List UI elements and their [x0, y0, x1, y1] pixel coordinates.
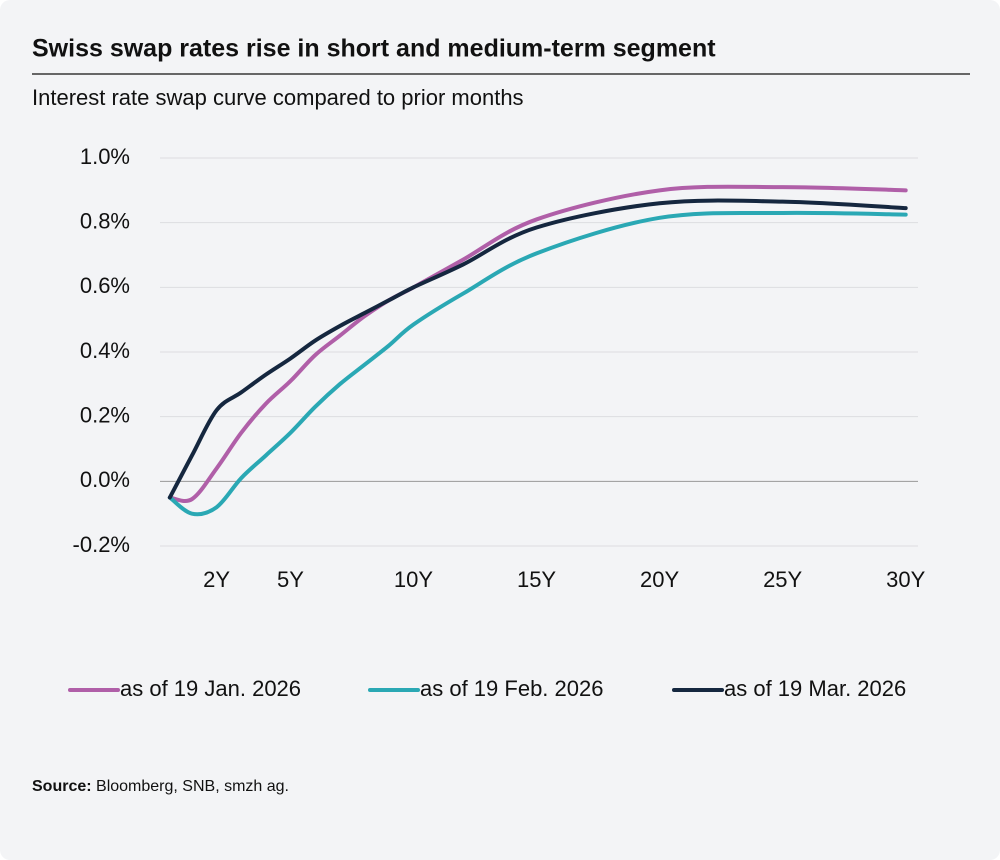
source-label: Source: — [32, 778, 92, 795]
y-tick-label: 0.6% — [80, 273, 130, 298]
x-tick-label: 2Y — [203, 567, 230, 592]
chart-title: Swiss swap rates rise in short and mediu… — [32, 35, 716, 63]
source-text: Bloomberg, SNB, smzh ag. — [96, 778, 289, 795]
legend-item: as of 19 Mar. 2026 — [672, 676, 906, 701]
x-tick-label: 10Y — [394, 567, 433, 592]
source: Source: Bloomberg, SNB, smzh ag. — [32, 778, 289, 795]
legend-item: as of 19 Feb. 2026 — [368, 676, 603, 701]
legend-label: as of 19 Mar. 2026 — [724, 676, 906, 701]
y-tick-label: 0.4% — [80, 338, 130, 363]
legend-label: as of 19 Feb. 2026 — [420, 676, 603, 701]
y-tick-label: 0.8% — [80, 208, 130, 233]
legend-item: as of 19 Jan. 2026 — [68, 676, 301, 701]
x-tick-label: 20Y — [640, 567, 679, 592]
legend-label: as of 19 Jan. 2026 — [120, 676, 301, 701]
y-tick-label: -0.2% — [73, 532, 130, 557]
y-tick-label: 0.2% — [80, 402, 130, 427]
x-tick-label: 25Y — [763, 567, 802, 592]
x-tick-label: 15Y — [517, 567, 556, 592]
chart-subtitle: Interest rate swap curve compared to pri… — [32, 85, 524, 110]
y-tick-label: 0.0% — [80, 467, 130, 492]
series-line — [167, 184, 908, 503]
y-tick-label: 1.0% — [80, 144, 130, 169]
series-line — [167, 210, 908, 517]
x-tick-label: 30Y — [886, 567, 925, 592]
series-line — [167, 198, 908, 500]
x-tick-label: 5Y — [277, 567, 304, 592]
